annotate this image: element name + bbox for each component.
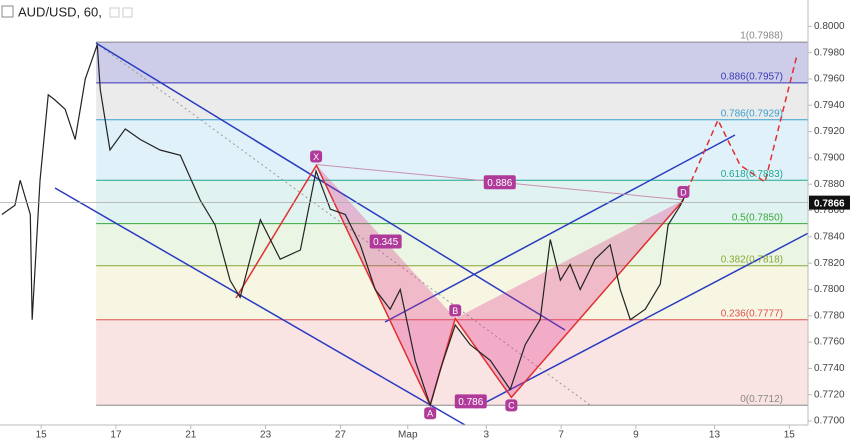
channel-line xyxy=(54,187,466,426)
y-tick-label: 0.7880 xyxy=(814,179,845,190)
pattern-point xyxy=(505,399,518,412)
fib-label: 0.5(0.7850) xyxy=(732,212,783,223)
fib-label: 0.236(0.7777) xyxy=(721,308,783,319)
fib-label: 0.382(0.7818) xyxy=(721,254,783,265)
fib-band xyxy=(96,223,809,266)
ratio-box xyxy=(454,394,487,409)
settings-icon[interactable] xyxy=(109,7,120,18)
ratio-label: 0.786 xyxy=(458,397,483,408)
y-tick-label: 0.7940 xyxy=(814,100,845,111)
menu-icon[interactable] xyxy=(1,5,14,18)
y-tick-label: 0.7900 xyxy=(814,153,845,164)
y-tick-label: 0.7960 xyxy=(814,74,845,85)
x-tick-label: 23 xyxy=(260,430,272,441)
fib-band xyxy=(96,82,809,120)
trend-dotted xyxy=(95,42,591,406)
y-tick-label: 0.7740 xyxy=(814,363,845,374)
y-tick-label: 0.7800 xyxy=(814,284,845,295)
axes: 0.7700 0.7720 0.7740 0.7760 0.7780 0.7800 0.78… xyxy=(36,21,850,441)
drawings xyxy=(54,42,819,426)
y-tick-label: 0.7820 xyxy=(814,258,845,269)
x-tick-label: 15 xyxy=(784,430,796,441)
pattern-label: B xyxy=(452,306,458,316)
plot: 1(0.7988) 0.886(0.7957) 0.786(0.7929) 0.618… xyxy=(0,31,808,420)
pattern-point xyxy=(449,304,462,317)
channel-line xyxy=(384,134,736,323)
y-tick-label: 0.7700 xyxy=(814,416,845,427)
y-tick-label: 0.7860 xyxy=(814,205,845,216)
fib-label: 0.786(0.7929) xyxy=(721,108,783,119)
pattern-point xyxy=(424,407,437,420)
ratio-label: 0.345 xyxy=(373,237,398,248)
last-price-label: 0.7866 xyxy=(814,198,845,209)
ratio-label: 0.886 xyxy=(487,178,512,189)
channel-line xyxy=(95,42,566,331)
y-axis-area xyxy=(808,0,850,443)
pattern-legs xyxy=(315,164,684,408)
x-tick-label: Мар xyxy=(398,430,418,441)
x-tick-label: 15 xyxy=(36,430,48,441)
x-tick-label: 27 xyxy=(335,430,347,441)
chart-title: AUD/USD, 60, xyxy=(18,4,102,19)
channel-line xyxy=(474,227,819,409)
fib-label: 0.886(0.7957) xyxy=(721,72,783,83)
y-tick-label: 0.7980 xyxy=(814,47,845,58)
x-tick-label: 9 xyxy=(633,430,639,441)
x-tick-label: 3 xyxy=(484,430,490,441)
settings-icon[interactable] xyxy=(122,7,133,18)
fib-label: 0(0.7712) xyxy=(740,394,783,405)
y-tick-label: 0.7920 xyxy=(814,126,845,137)
y-tick-label: 0.7720 xyxy=(814,389,845,400)
projection xyxy=(682,54,798,201)
y-tick-label: 0.8000 xyxy=(814,21,845,32)
pattern-label: A xyxy=(427,409,433,419)
y-tick-label: 0.7840 xyxy=(814,231,845,242)
price-line xyxy=(1,44,686,408)
ratio-box xyxy=(483,175,516,190)
pattern-label: C xyxy=(508,401,515,411)
y-tick-label: 0.7780 xyxy=(814,310,845,321)
pattern-triangle xyxy=(455,200,684,398)
x-tick-label: 21 xyxy=(185,430,197,441)
fib-label: 1(0.7988) xyxy=(740,31,783,42)
x-tick-label: 13 xyxy=(709,430,721,441)
last-price-box xyxy=(809,195,850,210)
pattern-label: D xyxy=(680,187,687,197)
fib-label: 0.618(0.7883) xyxy=(721,169,783,180)
fib-band xyxy=(96,119,809,181)
fib-band xyxy=(96,180,809,224)
pattern-label: X xyxy=(313,152,319,162)
x-tick-label: 7 xyxy=(558,430,564,441)
y-tick-label: 0.7760 xyxy=(814,337,845,348)
fib-bands xyxy=(96,41,809,406)
fib-band xyxy=(96,42,809,83)
fib-band xyxy=(96,319,809,406)
pattern-leg xyxy=(235,165,317,299)
x-tick-label: 17 xyxy=(110,430,122,441)
pattern-point xyxy=(677,186,690,198)
pattern-point xyxy=(310,150,323,163)
ratio-box xyxy=(369,234,402,249)
